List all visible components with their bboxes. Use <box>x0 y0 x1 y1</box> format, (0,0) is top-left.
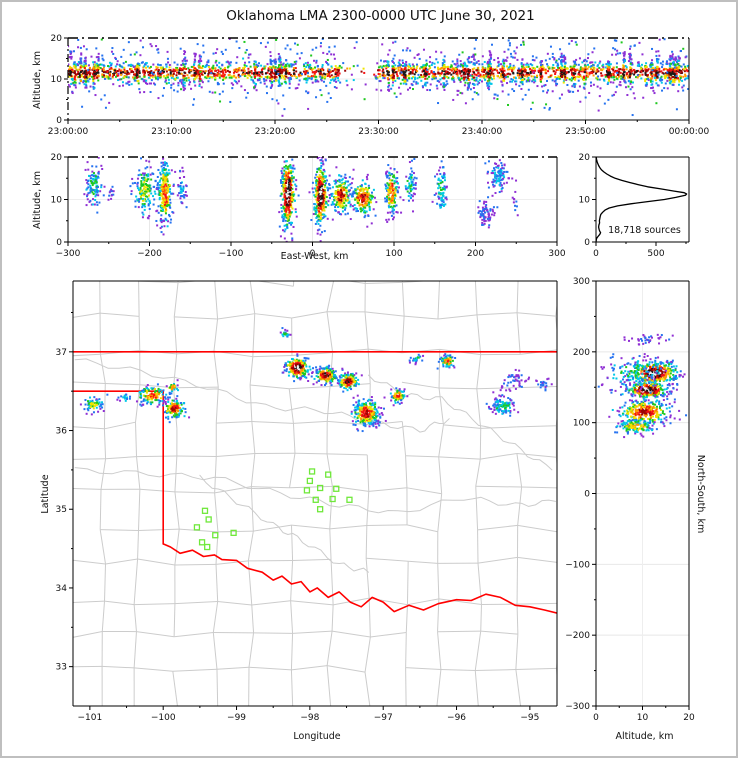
svg-text:23:30:00: 23:30:00 <box>358 127 399 137</box>
svg-text:0: 0 <box>56 116 62 126</box>
map-xlabel: Longitude <box>293 731 341 742</box>
ns-panel-xlabel: Altitude, km <box>615 731 674 742</box>
svg-text:23:50:00: 23:50:00 <box>565 127 606 137</box>
svg-text:00:00:00: 00:00:00 <box>669 127 710 137</box>
svg-text:23:00:00: 23:00:00 <box>48 127 89 137</box>
svg-text:23:40:00: 23:40:00 <box>462 127 503 137</box>
map-panel <box>73 281 557 706</box>
map-ylabel: Latitude <box>40 474 51 514</box>
time-height-panel <box>68 38 689 120</box>
svg-text:23:20:00: 23:20:00 <box>255 127 296 137</box>
svg-text:23:10:00: 23:10:00 <box>151 127 192 137</box>
histogram-annotation: 18,718 sources <box>608 225 681 236</box>
figure-title: Oklahoma LMA 2300-0000 UTC June 30, 2021 <box>226 8 535 24</box>
altitude-histogram-panel <box>596 157 688 242</box>
svg-text:20: 20 <box>51 34 63 44</box>
ns-height-panel <box>596 281 689 706</box>
svg-text:10: 10 <box>51 75 63 85</box>
ew-panel-ylabel: Altitude, km <box>32 171 43 229</box>
ew-panel-xlabel: East-West, km <box>280 251 349 262</box>
ew-height-panel <box>68 157 557 242</box>
ns-panel-ylabel: North-South, km <box>695 454 706 534</box>
